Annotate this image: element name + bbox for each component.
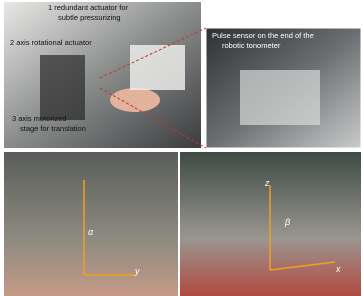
robotic-hand [130, 45, 185, 90]
sensor-head [240, 70, 320, 125]
axis-label: α [88, 227, 94, 237]
photo-bottom-left [4, 152, 178, 296]
sensor-label: Pulse sensor on the end of the [212, 31, 314, 40]
axis-label: z [264, 178, 270, 188]
part-label: 3 axis motorized [12, 114, 67, 123]
axis-label: β [284, 217, 290, 227]
motor-stage [40, 55, 85, 120]
part-label: subtle pressurizing [58, 13, 121, 22]
sensor-label: robotic tonometer [222, 41, 281, 50]
part-label: 2 axis rotational actuator [10, 38, 92, 47]
wrist-phantom [110, 88, 160, 112]
part-label: 1 redundant actuator for [48, 3, 129, 12]
axis-arrow [269, 261, 336, 271]
callout-line [99, 87, 207, 149]
part-label: stage for translation [20, 124, 86, 133]
axis-label: y [134, 266, 140, 276]
callout-line [99, 27, 207, 79]
axis-label: x [335, 264, 341, 274]
